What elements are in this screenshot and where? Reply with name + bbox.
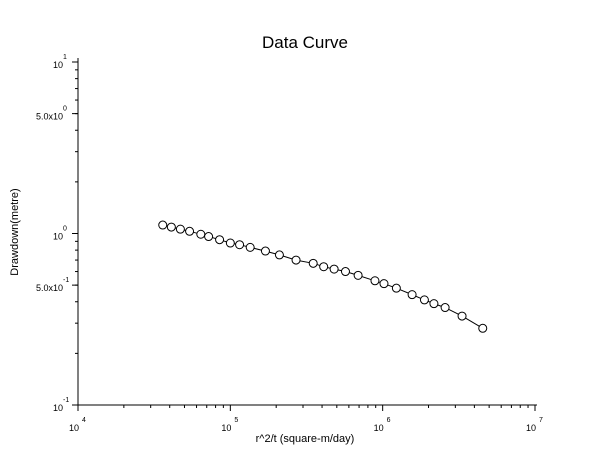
data-point (158, 220, 168, 230)
x-tick-exponent: 5 (234, 417, 238, 424)
data-point (175, 224, 185, 234)
data-point (274, 250, 284, 260)
x-axis-label: r^2/t (square-m/day) (256, 433, 355, 445)
y-tick-exponent: -1 (63, 277, 69, 284)
data-point (185, 226, 195, 236)
data-point (419, 295, 429, 305)
data-point (319, 262, 329, 272)
data-point (340, 267, 350, 277)
data-point (204, 232, 214, 242)
data-point (391, 283, 401, 293)
data-point (379, 279, 389, 289)
data-point (308, 258, 318, 268)
data-point (329, 264, 339, 274)
data-point (478, 323, 488, 333)
data-point (196, 229, 206, 239)
x-tick-label: 10 (69, 423, 79, 433)
data-point (245, 242, 255, 252)
data-point (407, 290, 417, 300)
y-tick-label: 10 (53, 232, 63, 242)
chart-axes (77, 58, 537, 406)
x-tick-label: 10 (374, 423, 384, 433)
data-point (260, 246, 270, 256)
y-tick-exponent: 0 (63, 226, 67, 233)
x-tick-label: 10 (526, 423, 536, 433)
y-tick-label: 5.0x10 (36, 283, 63, 293)
x-tick-exponent: 7 (539, 417, 543, 424)
y-tick-label: 5.0x10 (36, 112, 63, 122)
data-point (291, 255, 301, 265)
y-tick-exponent: -1 (63, 397, 69, 404)
data-series (158, 220, 488, 333)
y-axis-label: Drawdown(metre) (9, 188, 21, 275)
data-series-line (162, 224, 484, 329)
y-tick-label: 10 (53, 60, 63, 70)
chart-title: Data Curve (262, 33, 348, 52)
data-point (353, 270, 363, 280)
data-point (440, 303, 450, 313)
data-point (215, 235, 225, 245)
data-point (225, 238, 235, 248)
x-tick-exponent: 6 (387, 417, 391, 424)
data-point (429, 299, 439, 309)
data-point (457, 311, 467, 321)
data-point (370, 276, 380, 286)
data-point (235, 240, 245, 250)
y-tick-exponent: 0 (63, 106, 67, 113)
x-tick-exponent: 4 (82, 417, 86, 424)
y-tick-label: 10 (53, 403, 63, 413)
data-point (166, 222, 176, 232)
x-tick-label: 10 (221, 423, 231, 433)
y-tick-exponent: 1 (63, 54, 67, 61)
